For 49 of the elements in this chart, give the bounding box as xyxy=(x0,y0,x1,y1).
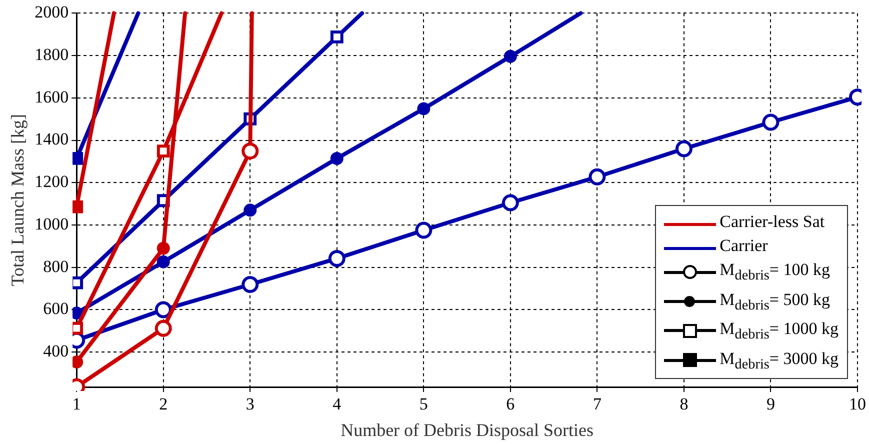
y-tick-label: 1600 xyxy=(34,87,69,106)
point xyxy=(675,140,692,158)
x-tick-label: 7 xyxy=(592,394,602,414)
y-tick-label: 1800 xyxy=(34,45,69,64)
x-tick-label: 6 xyxy=(506,394,515,414)
point xyxy=(154,301,172,318)
y-tick-label: 1200 xyxy=(34,172,69,192)
y-tick-label: 400 xyxy=(43,342,69,361)
x-tick-label: 10 xyxy=(849,394,866,414)
point xyxy=(72,322,84,335)
y-tick-label: 1000 xyxy=(34,214,69,234)
point xyxy=(72,200,84,214)
point xyxy=(156,144,170,158)
point xyxy=(72,152,84,165)
x-tick-label: 5 xyxy=(419,394,428,414)
point xyxy=(330,30,344,44)
y-tick-label: 1400 xyxy=(34,130,69,149)
x-tick-label: 9 xyxy=(766,394,775,414)
x-tick-label: 8 xyxy=(680,394,688,414)
y-tick-label: 2000 xyxy=(34,2,69,22)
y-tick-label: 800 xyxy=(43,256,69,276)
point xyxy=(417,102,430,116)
point xyxy=(415,222,432,239)
y-tick-label: 600 xyxy=(43,299,69,318)
point xyxy=(156,242,170,255)
point xyxy=(242,276,259,293)
point xyxy=(72,356,84,369)
point xyxy=(156,255,170,268)
point xyxy=(244,204,257,217)
x-tick-label: 4 xyxy=(332,394,342,414)
legend-label: M$_{debris}$= 100 kg xyxy=(720,260,830,284)
point xyxy=(154,320,172,337)
point xyxy=(330,152,344,165)
point xyxy=(762,114,780,131)
x-tick-label: 1 xyxy=(72,394,81,414)
point xyxy=(328,250,346,267)
x-axis-title: Number of Debris Disposal Sorties xyxy=(340,420,594,440)
y-axis-title: Total Launch Mass [kg] xyxy=(8,114,28,286)
legend-label: Carrier xyxy=(720,236,768,256)
legend-label: M$_{debris}$= 500 kg xyxy=(720,290,830,314)
legend-label: Carrier-less Sat xyxy=(720,212,825,232)
point xyxy=(242,142,259,160)
legend-label: M$_{debris}$= 1000 kg xyxy=(720,319,838,343)
point xyxy=(504,50,517,63)
x-tick-label: 3 xyxy=(246,394,254,414)
point xyxy=(502,194,519,212)
legend-label: M$_{debris}$= 3000 kg xyxy=(720,348,838,372)
point xyxy=(588,168,606,186)
x-tick-label: 2 xyxy=(159,394,168,414)
